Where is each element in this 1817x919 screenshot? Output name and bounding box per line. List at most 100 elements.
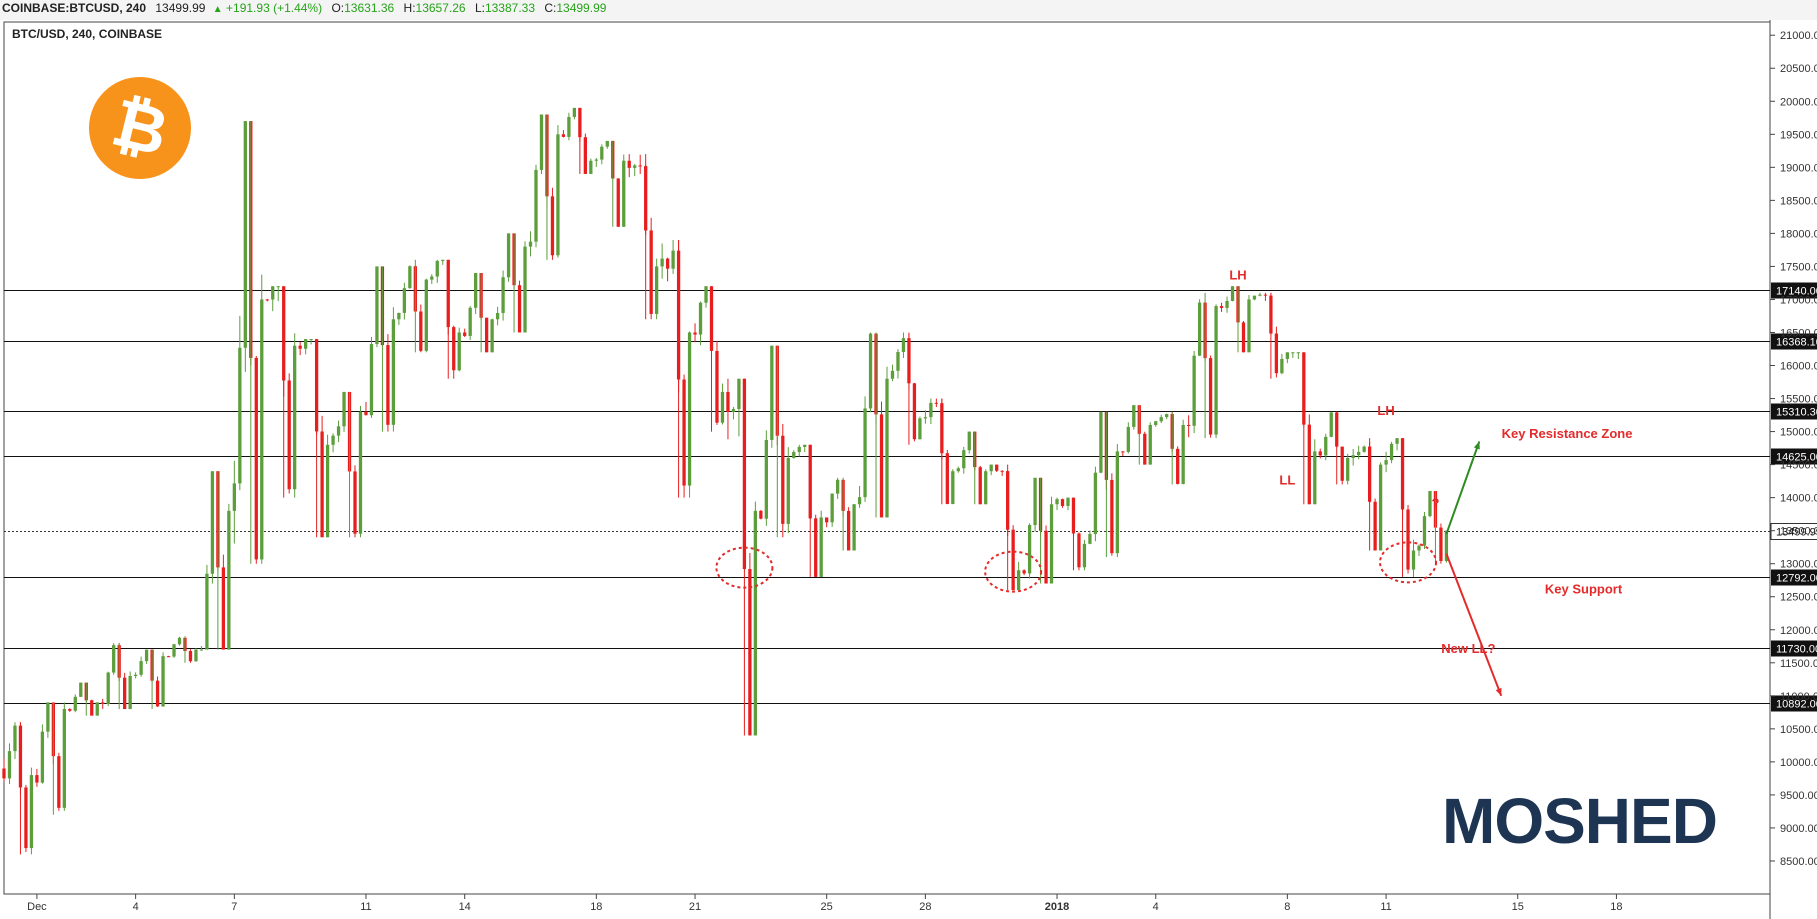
x-tick-label: 25	[821, 901, 833, 913]
candle-body	[501, 277, 505, 313]
candle-body	[1181, 424, 1185, 484]
candle-body	[1115, 451, 1119, 554]
candle-body	[945, 453, 949, 504]
candle-body	[386, 345, 390, 425]
candle-body	[232, 483, 236, 511]
price-chart[interactable]: 17140.00 16368.10 15310.30 14625.00 12792.00…	[0, 20, 1817, 919]
y-tick-label: 20000.00	[1780, 96, 1817, 108]
level-label: 16368.10	[1776, 337, 1817, 349]
candle-body	[177, 637, 182, 645]
candle-body	[901, 338, 906, 353]
candle-body	[484, 317, 489, 353]
candle-body	[435, 260, 439, 277]
y-tick-label: 15000.00	[1780, 427, 1817, 439]
candle-body	[293, 345, 297, 490]
candle-body	[1082, 543, 1087, 568]
candle-body	[737, 378, 741, 410]
chart-frame	[3, 20, 1771, 919]
candle-body	[698, 302, 703, 335]
symbol-label[interactable]: COINBASE:BTCUSD, 240	[2, 1, 147, 15]
candle-body	[1324, 436, 1328, 456]
level-tag	[1771, 569, 1817, 586]
candle-body	[95, 702, 99, 716]
candle-body	[929, 402, 933, 418]
y-tick-label: 19500.00	[1780, 129, 1817, 141]
x-tick-label: 21	[689, 901, 701, 913]
candle-body	[298, 345, 302, 349]
candle-body	[759, 510, 763, 519]
candle-body	[1291, 352, 1295, 354]
y-tick-label: 16000.00	[1780, 361, 1817, 373]
candle-body	[1280, 358, 1284, 374]
candle-body	[1154, 421, 1158, 425]
candle-body	[375, 266, 379, 345]
candle-body	[1077, 533, 1081, 568]
x-tick-label: 8	[1284, 901, 1290, 913]
candle-body	[260, 299, 264, 560]
candle-body	[561, 134, 566, 137]
candle-body	[1197, 302, 1202, 356]
candle-body	[188, 651, 193, 662]
level-label: 15310.30	[1776, 407, 1817, 419]
candle-body	[495, 312, 500, 320]
candle-body	[57, 756, 61, 808]
candle-body	[956, 468, 960, 472]
candle-body	[133, 674, 138, 676]
candle-body	[682, 379, 686, 486]
candle-body	[325, 444, 330, 538]
candle-body	[572, 107, 577, 117]
x-tick-label: 18	[1610, 901, 1622, 913]
candle-body	[221, 567, 226, 650]
candle-body	[622, 160, 626, 227]
candle-body	[139, 661, 143, 675]
candle-body	[1422, 516, 1427, 546]
candle-body	[1110, 479, 1114, 554]
candle-body	[1406, 509, 1410, 570]
candle-body	[1214, 306, 1218, 435]
candle-body	[726, 391, 730, 412]
candle-body	[731, 409, 736, 412]
candle-body	[1016, 570, 1021, 591]
candle-body	[923, 417, 928, 419]
candle-body	[1225, 300, 1229, 308]
candle-body	[227, 510, 231, 650]
y-tick-label: 21000.00	[1780, 30, 1817, 42]
candle-body	[792, 452, 796, 458]
y-tick-label: 8500.00	[1780, 856, 1817, 868]
open-label: O:	[331, 1, 345, 15]
y-tick-label: 12000.00	[1780, 625, 1817, 637]
candle-body	[101, 702, 105, 704]
candle-body	[166, 656, 171, 658]
y-tick-label: 14500.00	[1780, 460, 1817, 472]
candle-body	[1439, 527, 1443, 561]
time-axis[interactable]: Dec 4 7 11 14 18 21 25 28 2018 4 8 11 15 18	[27, 894, 1623, 913]
candle-body	[1346, 458, 1350, 481]
candle-body	[1143, 433, 1147, 465]
y-tick-label: 18500.00	[1780, 195, 1817, 207]
candle-body	[1395, 438, 1399, 444]
candle-body	[655, 266, 659, 314]
candle-body	[1444, 530, 1449, 561]
candle-body	[1187, 424, 1191, 426]
candle-body	[397, 312, 401, 320]
candle-body	[1247, 299, 1251, 353]
candle-body	[254, 357, 258, 560]
y-tick-label: 19000.00	[1780, 162, 1817, 174]
level-tag	[1771, 333, 1817, 350]
price-axis[interactable]: 8500.00 9000.00 9500.00 10000.00 10500.00 110…	[1770, 30, 1817, 868]
candle-body	[172, 644, 176, 657]
candle-body	[934, 402, 939, 404]
candle-body	[1049, 504, 1054, 584]
candle-body	[1357, 451, 1361, 456]
candle-body	[1165, 414, 1169, 418]
candle-body	[989, 464, 993, 472]
candle-body	[2, 768, 6, 779]
candle-body	[1055, 499, 1059, 505]
candle-body	[1384, 460, 1388, 465]
candle-body	[567, 116, 571, 137]
candle-body	[693, 332, 697, 335]
y-tick-label: 12500.00	[1780, 592, 1817, 604]
candle-body	[918, 418, 922, 440]
bitcoin-logo-icon: ₿	[89, 77, 191, 179]
support-touch-circle	[715, 546, 774, 589]
